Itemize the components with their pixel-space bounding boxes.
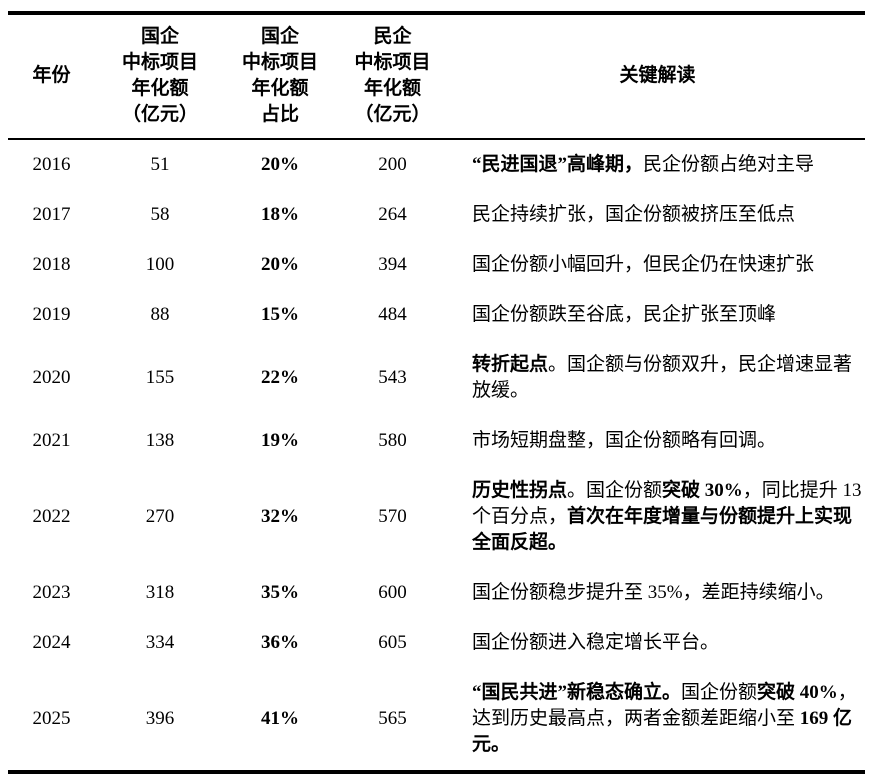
poe-amount-cell: 600 <box>378 582 407 603</box>
interpretation-cell: 历史性拐点。国企份额突破 30%，同比提升 13 个百分点，首次在年度增量与份额… <box>472 480 862 553</box>
year-cell: 2021 <box>32 430 71 451</box>
soe-amount-cell: 318 <box>145 582 175 603</box>
poe-amount-cell: 200 <box>378 154 407 175</box>
header-soe-amount: 国企 中标项目 年化额 （亿元） <box>95 13 225 140</box>
interpretation-cell: “国民共进”新稳态确立。国企份额突破 40%，达到历史最高点，两者金额差距缩小至… <box>472 682 857 755</box>
bid-amount-table: 年份 国企 中标项目 年化额 （亿元） 国企 中标项目 年化额 占比 民企 中标… <box>8 11 865 774</box>
interpretation-cell: 国企份额跌至谷底，民企扩张至顶峰 <box>472 304 777 325</box>
soe-share-cell: 32% <box>261 506 299 527</box>
table-row: 2020 155 22% 543 转折起点。国企额与份额双升，民企增速显著放缓。 <box>8 340 865 416</box>
year-cell: 2019 <box>32 304 71 325</box>
soe-share-cell: 20% <box>261 254 299 275</box>
year-cell: 2022 <box>32 506 71 527</box>
year-cell: 2024 <box>32 632 71 653</box>
soe-amount-cell: 58 <box>150 204 170 225</box>
header-interpretation: 关键解读 <box>450 13 865 140</box>
table-body: 2016 51 20% 200 “民进国退”高峰期，民企份额占绝对主导 2017… <box>8 139 865 772</box>
soe-amount-cell: 100 <box>145 254 175 275</box>
table-row: 2018 100 20% 394 国企份额小幅回升，但民企仍在快速扩张 <box>8 240 865 290</box>
header-poe-amount: 民企 中标项目 年化额 （亿元） <box>335 13 450 140</box>
year-cell: 2020 <box>32 367 71 388</box>
poe-amount-cell: 394 <box>378 254 407 275</box>
poe-amount-cell: 264 <box>378 204 407 225</box>
interpretation-cell: 转折起点。国企额与份额双升，民企增速显著放缓。 <box>472 354 853 401</box>
poe-amount-cell: 605 <box>378 632 407 653</box>
interpretation-cell: 国企份额稳步提升至 35%，差距持续缩小。 <box>472 582 835 603</box>
header-year: 年份 <box>8 13 95 140</box>
header-soe-share: 国企 中标项目 年化额 占比 <box>225 13 335 140</box>
soe-share-cell: 18% <box>261 204 299 225</box>
table-row: 2021 138 19% 580 市场短期盘整，国企份额略有回调。 <box>8 416 865 466</box>
poe-amount-cell: 543 <box>378 367 407 388</box>
year-cell: 2025 <box>32 708 71 729</box>
year-cell: 2016 <box>32 154 71 175</box>
year-cell: 2017 <box>32 204 71 225</box>
interpretation-cell: 市场短期盘整，国企份额略有回调。 <box>472 430 777 451</box>
soe-share-cell: 36% <box>261 632 299 653</box>
poe-amount-cell: 580 <box>378 430 407 451</box>
soe-amount-cell: 155 <box>145 367 175 388</box>
soe-share-cell: 41% <box>261 708 299 729</box>
table-row: 2022 270 32% 570 历史性拐点。国企份额突破 30%，同比提升 1… <box>8 466 865 568</box>
header-row: 年份 国企 中标项目 年化额 （亿元） 国企 中标项目 年化额 占比 民企 中标… <box>8 13 865 140</box>
poe-amount-cell: 570 <box>378 506 407 527</box>
soe-amount-cell: 51 <box>150 154 170 175</box>
year-cell: 2018 <box>32 254 71 275</box>
soe-amount-cell: 138 <box>145 430 175 451</box>
soe-amount-cell: 88 <box>150 304 170 325</box>
poe-amount-cell: 565 <box>378 708 407 729</box>
interpretation-cell: “民进国退”高峰期，民企份额占绝对主导 <box>472 154 815 175</box>
interpretation-cell: 国企份额进入稳定增长平台。 <box>472 632 720 653</box>
interpretation-cell: 国企份额小幅回升，但民企仍在快速扩张 <box>472 254 815 275</box>
soe-share-cell: 20% <box>261 154 299 175</box>
table-row: 2023 318 35% 600 国企份额稳步提升至 35%，差距持续缩小。 <box>8 568 865 618</box>
table-row: 2024 334 36% 605 国企份额进入稳定增长平台。 <box>8 618 865 668</box>
soe-amount-cell: 334 <box>145 632 175 653</box>
table-row: 2019 88 15% 484 国企份额跌至谷底，民企扩张至顶峰 <box>8 290 865 340</box>
interpretation-cell: 民企持续扩张，国企份额被挤压至低点 <box>472 204 796 225</box>
year-cell: 2023 <box>32 582 71 603</box>
soe-share-cell: 19% <box>261 430 299 451</box>
table-row: 2016 51 20% 200 “民进国退”高峰期，民企份额占绝对主导 <box>8 139 865 190</box>
table-header: 年份 国企 中标项目 年化额 （亿元） 国企 中标项目 年化额 占比 民企 中标… <box>8 13 865 140</box>
soe-amount-cell: 396 <box>145 708 175 729</box>
table-row: 2017 58 18% 264 民企持续扩张，国企份额被挤压至低点 <box>8 190 865 240</box>
soe-share-cell: 22% <box>261 367 299 388</box>
table-row: 2025 396 41% 565 “国民共进”新稳态确立。国企份额突破 40%，… <box>8 668 865 772</box>
soe-share-cell: 35% <box>261 582 299 603</box>
soe-amount-cell: 270 <box>145 506 175 527</box>
poe-amount-cell: 484 <box>378 304 407 325</box>
soe-share-cell: 15% <box>261 304 299 325</box>
